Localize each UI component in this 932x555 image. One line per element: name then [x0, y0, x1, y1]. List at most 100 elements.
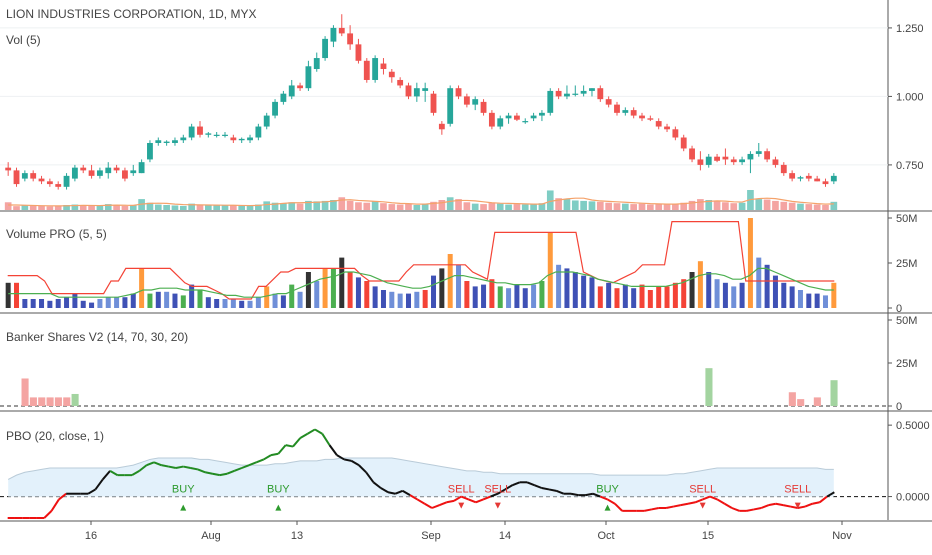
pbo-segment — [746, 508, 755, 512]
pbo-segment — [285, 444, 294, 448]
volume-pro-bar — [39, 299, 45, 308]
volume-pro-bar — [14, 282, 20, 308]
volume-pro-bar — [506, 288, 512, 308]
volume-pro-bar — [689, 272, 695, 308]
volume-pro-bar — [305, 272, 311, 308]
volume-bar — [605, 202, 612, 210]
pbo-tick-label: 0.0000 — [896, 492, 930, 504]
volume-bar — [680, 202, 688, 210]
volume-pro-bar — [722, 282, 728, 308]
volume-bar — [104, 204, 112, 210]
price-tick-label: 1.000 — [896, 91, 924, 103]
volume-pro-bar — [539, 281, 545, 308]
banker-bar — [21, 378, 29, 406]
volume-bar — [647, 204, 654, 210]
banker-bar — [38, 397, 46, 406]
banker-bar — [788, 392, 796, 406]
volume-bars — [4, 190, 838, 210]
volume-pro-bar — [714, 279, 720, 308]
volume-pro-bar — [314, 281, 320, 308]
volume-pro-bar — [781, 282, 787, 308]
pbo-band — [7, 457, 834, 497]
volume-bar — [38, 205, 45, 210]
candle-body — [564, 93, 570, 97]
volume-pro-bar — [597, 286, 603, 308]
volume-pro-bar — [606, 282, 612, 308]
volume-pro-bar — [180, 295, 186, 308]
candle-body — [814, 178, 821, 182]
volume-bar — [271, 202, 279, 210]
volume-pro-bar — [172, 293, 178, 308]
pbo-segment — [277, 444, 287, 455]
pbo-segment — [460, 495, 469, 501]
volume-pro-bar — [347, 272, 353, 308]
pbo-segment — [336, 454, 345, 461]
volume-pro-bar — [681, 279, 687, 308]
candle-body — [88, 170, 95, 176]
candle-body — [639, 115, 645, 119]
volume-bar — [313, 201, 321, 210]
volume-pro-bar — [764, 264, 770, 308]
pbo-segment — [343, 458, 352, 462]
volume-pro-bar — [64, 297, 70, 308]
pbo-segment — [724, 502, 733, 509]
pbo-segment — [790, 505, 798, 509]
volume-bar — [596, 201, 604, 210]
volume-pro-bar — [247, 300, 253, 308]
candle-body — [280, 93, 287, 102]
candle-body — [455, 88, 462, 97]
volume-pro-bar — [47, 300, 53, 308]
pbo-segment — [94, 478, 104, 491]
candle-body — [689, 148, 695, 160]
x-tick-label: Aug — [201, 530, 221, 542]
candle-body — [655, 121, 662, 127]
pbo-segment — [131, 469, 140, 477]
x-tick-label: 14 — [499, 530, 511, 542]
pbo-segment — [321, 433, 331, 446]
volume-pro-bar — [355, 277, 361, 308]
volume-pro-bar — [30, 299, 36, 308]
axes: 1.2501.0000.75050M25M050M25M00.50000.000… — [85, 23, 930, 542]
volume-bar — [638, 203, 646, 210]
candle-body — [297, 85, 303, 89]
volume-pro-bar — [114, 297, 120, 308]
pbo-segment — [497, 488, 506, 495]
volume-bar — [280, 203, 287, 210]
volume-pro-bar — [5, 282, 11, 308]
pbo-segment — [256, 458, 265, 464]
volume-bar — [830, 201, 838, 210]
sell-signal-label: SELL — [484, 484, 511, 496]
pbo-segment — [43, 510, 53, 519]
volume-pro-bar — [155, 291, 161, 308]
banker-bar — [63, 397, 71, 406]
volume-bar — [538, 203, 546, 210]
volume-pro-bar — [614, 288, 620, 308]
candle-body — [463, 96, 470, 105]
volume-bar — [305, 200, 312, 210]
volume-bar — [713, 201, 721, 210]
volume-bar — [705, 200, 713, 210]
volume-pro-bar — [89, 302, 95, 308]
x-tick-label: 15 — [702, 530, 714, 542]
candle-body — [363, 60, 370, 80]
pbo-segment — [161, 464, 169, 468]
volume-bar — [722, 202, 729, 210]
volume-bar — [54, 205, 62, 210]
volume-bar — [563, 199, 571, 210]
pbo-segment — [248, 461, 257, 467]
candle-body — [630, 110, 637, 116]
candle-body — [705, 156, 712, 165]
volume-bar — [113, 205, 120, 210]
pbo-segment — [585, 492, 594, 497]
candle-body — [213, 134, 220, 136]
volume-bar — [530, 204, 537, 210]
volume-pro-bar — [189, 284, 195, 308]
pbo-segment — [694, 498, 704, 504]
volume-bar — [688, 200, 696, 210]
volume-pro-bar — [664, 286, 670, 308]
pbo-band-fill — [8, 458, 834, 497]
pro-tick-label: 0 — [896, 303, 902, 315]
candle-body — [447, 88, 454, 124]
volume-bar — [179, 205, 187, 210]
